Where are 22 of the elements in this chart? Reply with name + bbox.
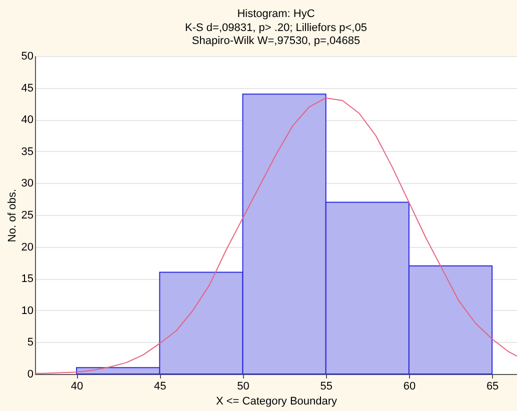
y-tick-label: 35 (21, 146, 34, 158)
y-tick-label: 10 (21, 304, 34, 317)
y-tick-label: 30 (21, 178, 34, 190)
y-tick-label: 0 (27, 368, 34, 380)
x-axis-title: X <= Category Boundary (216, 396, 338, 408)
y-tick-label: 50 (21, 50, 34, 62)
y-tick-label: 20 (21, 241, 34, 254)
y-tick-label: 25 (21, 210, 34, 222)
x-tick-label: 40 (70, 380, 84, 392)
x-tick-label: 65 (486, 380, 499, 392)
text: K-S d=,09831, p> .20; Lilliefors p<,05 (185, 22, 367, 34)
x-tick-label: 45 (154, 380, 166, 392)
y-tick-label: 5 (27, 336, 34, 349)
x-tick-label: 50 (237, 380, 250, 392)
y-tick-label: 15 (21, 273, 34, 286)
text: Shapiro-Wilk W=,97530, p=,04685 (192, 35, 360, 47)
x-tick-label: 60 (403, 380, 416, 392)
chart-title: Histogram: HyC (237, 8, 315, 20)
x-tick-label: 55 (320, 380, 332, 392)
y-tick-label: 45 (21, 82, 34, 94)
y-tick-label: 40 (21, 114, 34, 126)
y-axis-title: No. of obs. (6, 188, 18, 242)
